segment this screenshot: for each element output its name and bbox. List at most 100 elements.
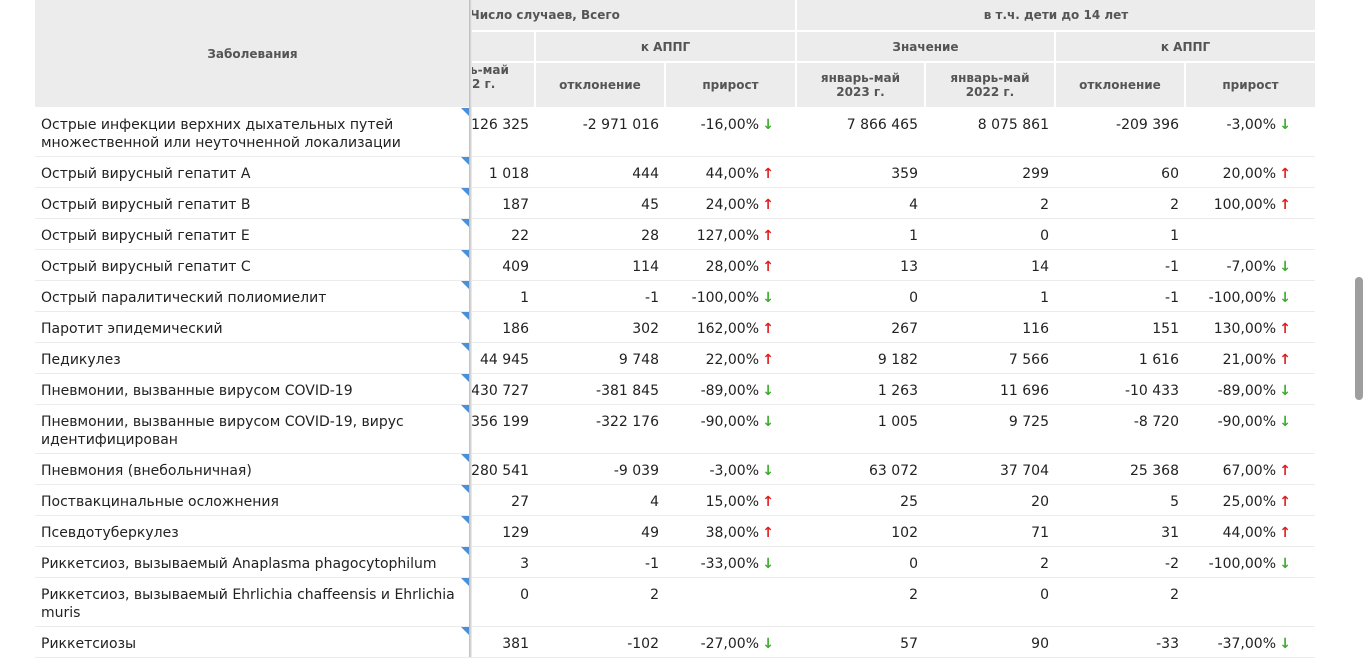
cell-value: -209 396 xyxy=(1116,117,1179,133)
disease-name: Пневмонии, вызванные вирусом COVID-19, в… xyxy=(41,414,404,448)
comment-corner-icon[interactable] xyxy=(461,312,469,320)
cell-value: 28,00% xyxy=(705,259,759,275)
table-row[interactable]: Острые инфекции верхних дыхательных путе… xyxy=(35,108,1315,157)
cell-value: 24,00% xyxy=(705,197,759,213)
comment-corner-icon[interactable] xyxy=(461,219,469,227)
scrollbar-thumb[interactable] xyxy=(1355,277,1363,400)
header-growth-children[interactable]: прирост xyxy=(1186,63,1315,107)
comment-corner-icon[interactable] xyxy=(461,188,469,196)
header-total-group[interactable]: Число случаев, Всего xyxy=(470,0,795,30)
disease-name: Острые инфекции верхних дыхательных путе… xyxy=(41,117,401,151)
header-jan-may-2023[interactable]: январь-май 2023 г. xyxy=(797,63,924,107)
disease-name: Паротит эпидемический xyxy=(41,321,223,337)
cell-value: 27 xyxy=(511,494,529,510)
table-row[interactable]: Пневмонии, вызванные вирусом COVID-19 430… xyxy=(35,374,1315,405)
comment-corner-icon[interactable] xyxy=(461,454,469,462)
comment-corner-icon[interactable] xyxy=(461,516,469,524)
comment-corner-icon[interactable] xyxy=(461,108,469,116)
comment-corner-icon[interactable] xyxy=(461,343,469,351)
cell-c1: 1 018 xyxy=(469,165,529,183)
comment-corner-icon[interactable] xyxy=(461,485,469,493)
table-row[interactable]: Острый паралитический полиомиелит 1 -1 -100… xyxy=(35,281,1315,312)
cell-c7: 67,00% ↑ xyxy=(1191,462,1291,480)
cell-value: 1 xyxy=(909,228,918,244)
cell-value: 186 xyxy=(502,321,529,337)
table-row[interactable]: Паротит эпидемический 186 302 162,00% ↑ 267 11… xyxy=(35,312,1315,343)
cell-c5: 14 xyxy=(929,258,1049,276)
cell-c6: 1 616 xyxy=(1059,351,1179,369)
comment-corner-icon[interactable] xyxy=(461,578,469,586)
disease-name: Риккетсиоз, вызываемый Anaplasma phagocy… xyxy=(41,556,437,572)
cell-value: 44,00% xyxy=(705,166,759,182)
table-row[interactable]: Пневмония (внебольничная) 280 541 -9 039 -3… xyxy=(35,454,1315,485)
cell-value: -89,00% xyxy=(1217,383,1276,399)
cell-value: 5 xyxy=(1170,494,1179,510)
header-deviation-children[interactable]: отклонение xyxy=(1056,63,1184,107)
table-row[interactable]: Педикулез 44 945 9 748 22,00% ↑ 9 182 7 566 1 6… xyxy=(35,343,1315,374)
cell-value: -381 845 xyxy=(596,383,659,399)
cell-value: 0 xyxy=(520,587,529,603)
header-children-value[interactable]: Значение xyxy=(797,32,1054,61)
table-row[interactable]: Риккетсиоз, вызываемый Ehrlichia chaffee… xyxy=(35,578,1315,627)
cell-c1: 3 xyxy=(469,555,529,573)
header-children-group[interactable]: в т.ч. дети до 14 лет xyxy=(797,0,1315,30)
cell-value: 3 xyxy=(520,556,529,572)
cell-c3: 162,00% ↑ xyxy=(669,320,774,338)
comment-corner-icon[interactable] xyxy=(461,281,469,289)
cell-c1: 22 xyxy=(469,227,529,245)
cell-c7: 20,00% ↑ xyxy=(1191,165,1291,183)
cell-value: -102 xyxy=(627,636,659,652)
table-row[interactable]: Острый вирусный гепатит C 409 114 28,00% ↑ 13… xyxy=(35,250,1315,281)
comment-corner-icon[interactable] xyxy=(461,547,469,555)
header-jan-may-2022-line2: 2022 г. xyxy=(965,85,1015,99)
cell-c5: 1 xyxy=(929,289,1049,307)
table-row[interactable]: Псевдотуберкулез 129 49 38,00% ↑ 102 71 31 44,00… xyxy=(35,516,1315,547)
cell-c2: 302 xyxy=(539,320,659,338)
cell-value: 67,00% xyxy=(1222,463,1276,479)
cell-c3: 24,00% ↑ xyxy=(669,196,774,214)
cell-value: 57 xyxy=(900,636,918,652)
cell-value: 2 xyxy=(1040,197,1049,213)
cell-value: 20,00% xyxy=(1222,166,1276,182)
comment-corner-icon[interactable] xyxy=(461,405,469,413)
cell-c1: 27 xyxy=(469,493,529,511)
cell-value: 8 075 861 xyxy=(977,117,1049,133)
cell-value: -1 xyxy=(645,556,659,572)
cell-c3: 15,00% ↑ xyxy=(669,493,774,511)
comment-corner-icon[interactable] xyxy=(461,250,469,258)
cell-value: 9 725 xyxy=(1008,414,1049,430)
header-growth[interactable]: прирост xyxy=(666,63,795,107)
header-disease[interactable]: Заболевания xyxy=(35,0,470,107)
arrow-up-icon: ↑ xyxy=(762,259,774,275)
arrow-down-icon: ↓ xyxy=(762,290,774,306)
header-children-group-label: в т.ч. дети до 14 лет xyxy=(983,8,1129,22)
cell-value: 44,00% xyxy=(1222,525,1276,541)
header-period-partial-line2: 2 г. xyxy=(472,77,496,91)
arrow-down-icon: ↓ xyxy=(1279,259,1291,275)
comment-corner-icon[interactable] xyxy=(461,157,469,165)
cell-value: 25 xyxy=(900,494,918,510)
cell-value: 409 xyxy=(502,259,529,275)
cell-value: 151 xyxy=(1152,321,1179,337)
header-jan-may-2022[interactable]: январь-май 2022 г. xyxy=(926,63,1054,107)
cell-value: 21,00% xyxy=(1222,352,1276,368)
comment-corner-icon[interactable] xyxy=(461,627,469,635)
header-children-appg[interactable]: к АППГ xyxy=(1056,32,1315,61)
cell-c3: -100,00% ↓ xyxy=(669,289,774,307)
cell-c4: 63 072 xyxy=(798,462,918,480)
header-deviation[interactable]: отклонение xyxy=(536,63,664,107)
comment-corner-icon[interactable] xyxy=(461,374,469,382)
cell-c2: -102 xyxy=(539,635,659,653)
cell-value: 162,00% xyxy=(696,321,759,337)
table-row[interactable]: Пневмонии, вызванные вирусом COVID-19, в… xyxy=(35,405,1315,454)
header-total-appg[interactable]: к АППГ xyxy=(536,32,795,61)
cell-c5: 0 xyxy=(929,586,1049,604)
table-row[interactable]: Поствакцинальные осложнения 27 4 15,00% ↑ 25 2… xyxy=(35,485,1315,516)
header-period-partial[interactable]: ь-май 2 г. xyxy=(470,63,534,107)
table-row[interactable]: Острый вирусный гепатит B 187 45 24,00% ↑ 4 2 2… xyxy=(35,188,1315,219)
table-row[interactable]: Острый вирусный гепатит E 22 28 127,00% ↑ 1 0 1 xyxy=(35,219,1315,250)
cell-value: 49 xyxy=(641,525,659,541)
table-row[interactable]: Риккетсиоз, вызываемый Anaplasma phagocy… xyxy=(35,547,1315,578)
table-row[interactable]: Риккетсиозы 381 -102 -27,00% ↓ 57 90 -33 -37,00%… xyxy=(35,627,1315,658)
